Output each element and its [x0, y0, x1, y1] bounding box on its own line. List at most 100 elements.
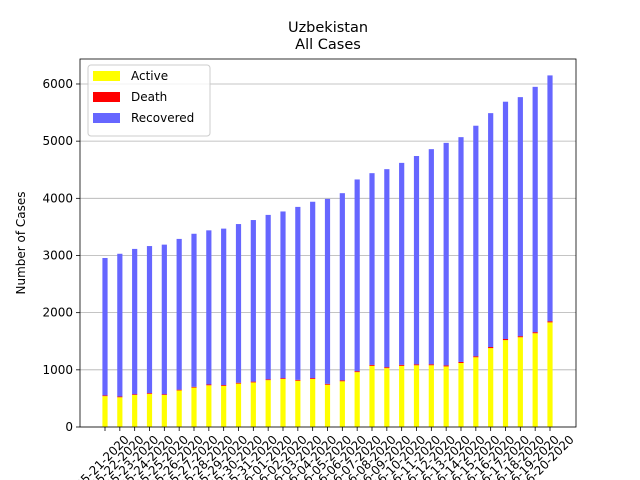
- bar-segment: [250, 382, 256, 427]
- y-tick-label: 1000: [42, 363, 73, 377]
- bar-segment: [488, 347, 494, 349]
- bar-segment: [146, 393, 153, 427]
- bar-segment: [132, 394, 138, 395]
- bar-segment: [280, 378, 286, 379]
- bar-segment: [132, 394, 138, 427]
- bar-segment: [473, 357, 479, 427]
- y-tick-label: 3000: [42, 248, 73, 262]
- bar-segment: [191, 387, 197, 427]
- bar-segment: [547, 322, 553, 427]
- bar-segment: [339, 381, 345, 427]
- bar-segment: [280, 378, 286, 427]
- bar-segment: [399, 162, 405, 365]
- y-tick-label: 5000: [42, 134, 73, 148]
- legend-label: Death: [131, 90, 167, 104]
- bar-segment: [235, 382, 242, 384]
- bar-segment: [384, 367, 390, 369]
- bar-segment: [206, 230, 212, 385]
- bar-segment: [547, 321, 553, 323]
- bar-segment: [176, 390, 182, 427]
- legend-swatch: [93, 71, 120, 81]
- plot-frame: [79, 58, 577, 428]
- chart-title: Uzbekistan: [288, 20, 368, 36]
- bar-segment: [369, 173, 375, 365]
- bar-segment: [532, 333, 538, 427]
- bar-segment: [458, 361, 464, 363]
- bar-segment: [221, 385, 227, 386]
- legend-swatch: [93, 92, 120, 102]
- y-tick-label: 4000: [42, 191, 73, 205]
- bar-segment: [428, 149, 434, 365]
- bar-segment: [206, 385, 212, 427]
- legend-swatch: [93, 113, 120, 123]
- bar-segment: [295, 380, 301, 427]
- bar-segment: [488, 348, 494, 427]
- bar-segment: [369, 365, 375, 427]
- bar-segment: [413, 156, 420, 365]
- legend-label: Recovered: [131, 111, 194, 125]
- bar-segment: [532, 86, 538, 333]
- bar-segment: [161, 394, 167, 427]
- bar-segment: [102, 396, 108, 427]
- bar-segment: [502, 339, 509, 341]
- bar-segment: [369, 364, 375, 366]
- bar-segment: [384, 368, 390, 427]
- bar-segment: [428, 364, 434, 366]
- bar-segment: [191, 386, 197, 388]
- bar-segment: [235, 224, 242, 383]
- y-tick-label: 2000: [42, 306, 73, 320]
- bar-segment: [102, 395, 108, 397]
- y-tick-label: 0: [65, 420, 73, 434]
- bar-segment: [102, 258, 108, 396]
- bar-segment: [413, 365, 420, 427]
- bar-segment: [473, 125, 479, 357]
- bar-segment: [221, 385, 227, 427]
- bar-segment: [265, 214, 271, 380]
- bar-segment: [324, 383, 331, 385]
- bar-segment: [221, 228, 227, 386]
- bar-segment: [458, 362, 464, 427]
- bar-segment: [443, 142, 449, 366]
- bar-segment: [235, 383, 242, 427]
- bar-segment: [310, 378, 316, 379]
- bar-segment: [265, 380, 271, 427]
- bar-segment: [517, 336, 523, 338]
- bar-segment: [443, 366, 449, 427]
- bar-segment: [354, 179, 360, 372]
- bar-segment: [310, 378, 316, 427]
- bar-segment: [132, 248, 138, 395]
- bar-segment: [443, 365, 449, 367]
- bar-segment: [324, 384, 331, 427]
- bar-segment: [517, 337, 523, 427]
- bar-segment: [206, 384, 212, 386]
- bar-segment: [161, 244, 167, 395]
- y-tick-label: 6000: [42, 77, 73, 91]
- bar-segment: [324, 198, 331, 384]
- bar-segment: [473, 356, 479, 358]
- bar-segment: [280, 211, 286, 379]
- chart-subtitle: All Cases: [295, 37, 361, 53]
- bar-segment: [458, 137, 464, 362]
- bar-segment: [117, 396, 123, 398]
- legend-label: Active: [131, 69, 168, 83]
- bar-segment: [428, 365, 434, 427]
- y-axis-label: Number of Cases: [14, 191, 28, 294]
- bar-segment: [532, 332, 538, 334]
- bar-segment: [502, 340, 509, 427]
- bar-segment: [176, 389, 182, 391]
- bar-segment: [191, 233, 197, 387]
- bar-segment: [502, 101, 509, 340]
- bar-segment: [176, 238, 182, 390]
- bar-segment: [354, 371, 360, 373]
- bar-segment: [117, 397, 123, 427]
- bar-segment: [399, 365, 405, 427]
- bar-segment: [295, 206, 301, 380]
- bar-segment: [354, 372, 360, 427]
- bar-segment: [295, 379, 301, 381]
- bar-segment: [161, 394, 167, 395]
- bar-segment: [339, 193, 345, 381]
- bar-segment: [547, 75, 553, 322]
- bar-segment: [250, 381, 256, 383]
